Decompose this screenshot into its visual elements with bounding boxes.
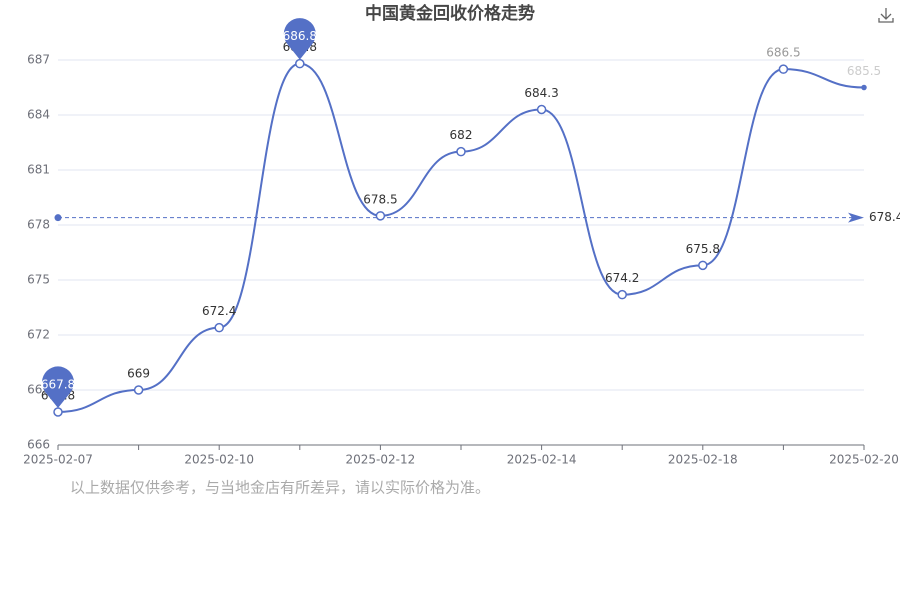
series-line [57,62,865,413]
data-point [698,260,708,271]
x-tick-label: 2025-02-10 [184,453,254,467]
y-tick-label: 675 [27,273,50,287]
data-point [133,385,144,395]
y-tick-label: 666 [27,438,50,452]
data-label: 685.5 [847,64,881,78]
data-label: 682 [450,128,473,142]
data-label: 674.2 [605,271,639,285]
chart-title: 中国黄金回收价格走势 [365,3,535,24]
data-label: 675.8 [686,242,720,256]
y-tick-label: 684 [27,108,50,122]
average-label: 678.4 [869,210,900,224]
x-tick-label: 2025-02-20 [829,453,899,467]
average-start [54,214,62,222]
y-tick-label: 678 [27,218,50,232]
data-label: 678.5 [363,192,397,206]
average-arrow [848,212,864,223]
x-tick-label: 2025-02-18 [668,453,738,467]
data-point [214,322,224,333]
y-tick-label: 687 [27,53,50,67]
download-icon[interactable] [878,8,894,23]
data-point [375,211,386,221]
data-point [295,58,305,69]
pin-marker [283,18,316,60]
data-label: 672.4 [202,304,236,318]
data-point [456,146,466,157]
data-point [861,84,867,91]
data-label: 669 [127,367,150,381]
data-point [53,407,63,417]
footnote: 以上数据仅供参考，与当地金店有所差异，请以实际价格为准。 [70,479,490,497]
pin-marker [42,366,74,408]
data-point [778,64,789,74]
data-point [536,104,547,115]
data-label: 684.3 [524,86,558,100]
x-tick-label: 2025-02-14 [507,453,577,467]
pin-label: 667.8 [41,378,75,392]
y-tick-label: 681 [27,163,50,177]
data-label: 686.5 [766,46,800,60]
x-tick-label: 2025-02-07 [23,453,93,467]
pin-label: 686.8 [283,29,317,43]
x-tick-label: 2025-02-12 [346,453,416,467]
y-tick-label: 672 [27,328,50,342]
data-point [617,289,627,300]
